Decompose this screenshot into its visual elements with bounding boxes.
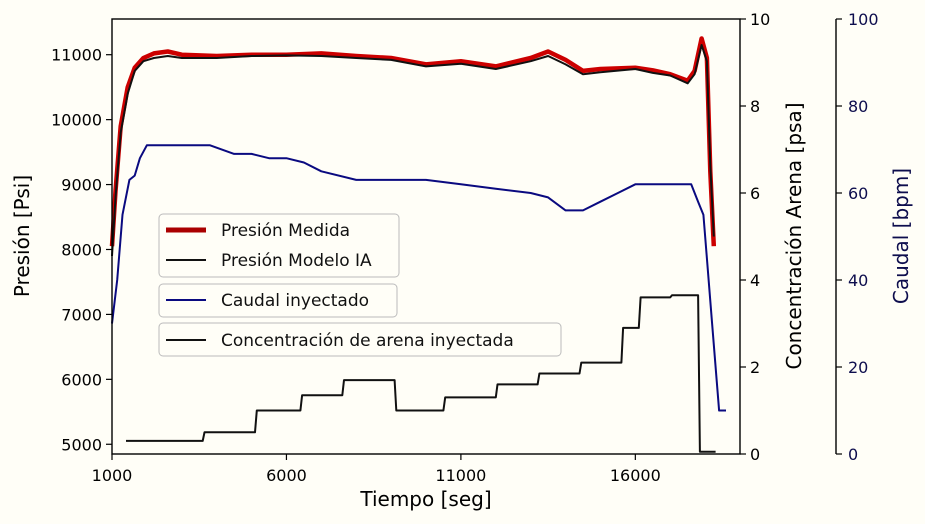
y-right-caudal-tick-label: 0 — [848, 445, 858, 464]
legend-arena: Concentración de arena inyectada — [158, 322, 562, 357]
y-right-caudal-tick-label: 60 — [848, 184, 868, 203]
x-tick-label: 16000 — [610, 466, 661, 485]
y-right-arena-tick-label: 0 — [750, 445, 760, 464]
y-right-arena-tick-label: 10 — [750, 10, 770, 29]
y-axis-label-right-arena: Concentración Arena [psa] — [782, 102, 806, 369]
legend-label-caudal: Caudal inyectado — [221, 291, 369, 311]
y-left-tick-label: 10000 — [51, 111, 102, 130]
y-axis-label-right-caudal: Caudal [bpm] — [889, 168, 913, 304]
legend-label-presion-medida: Presión Medida — [221, 221, 350, 241]
x-tick-label: 11000 — [435, 466, 486, 485]
y-right-arena-tick-label: 6 — [750, 184, 760, 203]
x-tick-label: 6000 — [266, 466, 307, 485]
legend-label-presion-modelo: Presión Modelo IA — [221, 251, 372, 271]
y-right-caudal-tick-label: 40 — [848, 271, 868, 290]
legend-pressure-box — [158, 213, 400, 278]
y-left-tick-label: 7000 — [61, 305, 102, 324]
y-left-tick-label: 11000 — [51, 46, 102, 65]
series-line-0 — [109, 36, 717, 247]
y-right-arena-tick-label: 2 — [750, 358, 760, 377]
y-right-caudal-tick-label: 100 — [848, 10, 879, 29]
y-right-arena-tick-label: 8 — [750, 97, 760, 116]
series-line-3 — [126, 294, 716, 453]
x-tick-label: 1000 — [92, 466, 133, 485]
y-left-tick-label: 5000 — [61, 435, 102, 454]
legend-label-arena: Concentración de arena inyectada — [221, 331, 514, 351]
legend-caudal: Caudal inyectado — [158, 283, 398, 318]
y-left-tick-label: 8000 — [61, 240, 102, 259]
y-right-caudal-tick-label: 80 — [848, 97, 868, 116]
y-right-caudal-tick-label: 20 — [848, 358, 868, 377]
plot-frame — [111, 18, 741, 455]
legend-arena-box — [158, 322, 562, 357]
series-line-1 — [111, 44, 715, 257]
series-line-2 — [111, 144, 726, 412]
x-axis-label: Tiempo [seg] — [359, 487, 491, 511]
ticks-layer: 1000 6000 11000 160005000600070008000900010… — [51, 10, 878, 485]
legend-pressure: Presión Medida Presión Modelo IA — [158, 213, 400, 278]
y-left-tick-label: 9000 — [61, 176, 102, 195]
y-left-tick-label: 6000 — [61, 370, 102, 389]
y-right-arena-tick-label: 4 — [750, 271, 760, 290]
y-axis-label-left: Presión [Psi] — [10, 175, 34, 297]
series-layer — [109, 36, 726, 453]
legend-caudal-box — [158, 283, 398, 318]
